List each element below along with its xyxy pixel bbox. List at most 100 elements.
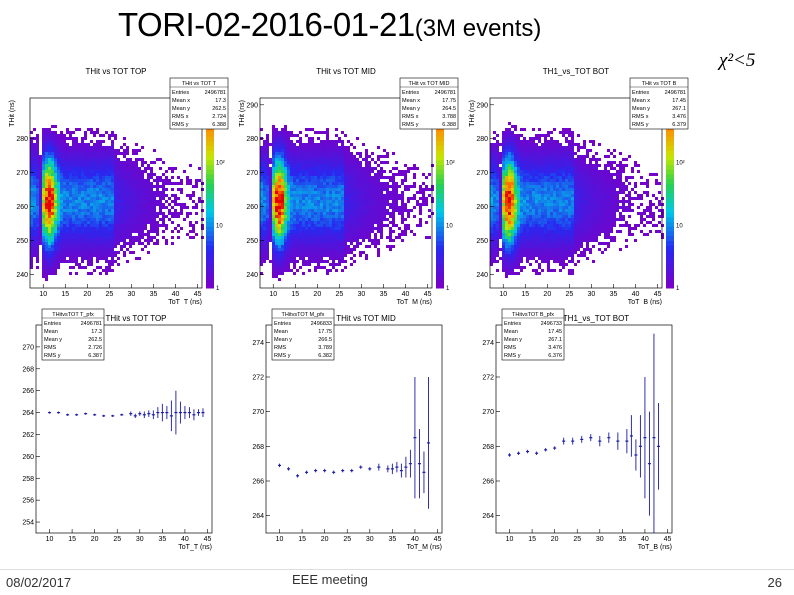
heatmap-cell (272, 248, 275, 251)
heatmap-cell (389, 191, 392, 194)
heatmap-cell (538, 221, 541, 224)
heatmap-cell (278, 248, 281, 251)
heatmap-cell (356, 188, 359, 191)
heatmap-cell (380, 185, 383, 188)
heatmap-cell (135, 191, 138, 194)
heatmap-cell (302, 191, 305, 194)
heatmap-cell (562, 242, 565, 245)
heatmap-cell (39, 215, 42, 218)
heatmap-cell (117, 158, 120, 161)
heatmap-cell (496, 236, 499, 239)
heatmap-cell (51, 200, 54, 203)
heatmap-cell (320, 191, 323, 194)
heatmap-cell (514, 137, 517, 140)
heatmap-cell (383, 176, 386, 179)
heatmap-cell (144, 227, 147, 230)
heatmap-cell (419, 209, 422, 212)
heatmap-cell (371, 188, 374, 191)
heatmap-cell (568, 143, 571, 146)
heatmap-cell (54, 242, 57, 245)
heatmap-cell (511, 149, 514, 152)
heatmap-cell (281, 170, 284, 173)
heatmap-cell (66, 194, 69, 197)
heatmap-cell (290, 251, 293, 254)
heatmap-cell (171, 176, 174, 179)
heatmap-cell (72, 221, 75, 224)
heatmap-cell (535, 209, 538, 212)
heatmap-cell (368, 218, 371, 221)
heatmap-cell (123, 233, 126, 236)
heatmap-cell (317, 221, 320, 224)
heatmap-cell (505, 173, 508, 176)
heatmap-cell (189, 179, 192, 182)
heatmap-cell (416, 200, 419, 203)
heatmap-cell (499, 188, 502, 191)
heatmap-cell (72, 203, 75, 206)
heatmap-cell (529, 155, 532, 158)
heatmap-cell (544, 257, 547, 260)
heatmap-cell (514, 146, 517, 149)
heatmap-cell (508, 260, 511, 263)
heatmap-cell (126, 209, 129, 212)
heatmap-cell (54, 158, 57, 161)
heatmap-cell (556, 176, 559, 179)
heatmap-cell (553, 248, 556, 251)
heatmap-cell (48, 227, 51, 230)
heatmap-cell (102, 179, 105, 182)
heatmap-cell (39, 206, 42, 209)
heatmap-cell (389, 170, 392, 173)
heatmap-cell (57, 194, 60, 197)
heatmap-cell (523, 170, 526, 173)
heatmap-cell (96, 143, 99, 146)
heatmap-cell (275, 161, 278, 164)
heatmap-cell (532, 230, 535, 233)
heatmap-cell (48, 236, 51, 239)
heatmap-cell (389, 221, 392, 224)
heatmap-cell (30, 140, 33, 143)
heatmap-cell (556, 167, 559, 170)
heatmap-cell (317, 227, 320, 230)
heatmap-cell (96, 260, 99, 263)
heatmap-cell (33, 143, 36, 146)
heatmap-cell (404, 185, 407, 188)
heatmap-cell (278, 188, 281, 191)
heatmap-cell (329, 221, 332, 224)
heatmap-cell (63, 179, 66, 182)
heatmap-cell (502, 263, 505, 266)
heatmap-cell (299, 248, 302, 251)
color-scale-label: 10 (446, 223, 453, 229)
chart-title: THit vs TOT MID (316, 67, 376, 76)
heatmap-cell (290, 248, 293, 251)
heatmap-cell (147, 191, 150, 194)
heatmap-cell (565, 203, 568, 206)
heatmap-cell (562, 158, 565, 161)
heatmap-cell (81, 161, 84, 164)
heatmap-cell (33, 197, 36, 200)
heatmap-cell (371, 158, 374, 161)
heatmap-cell (93, 251, 96, 254)
heatmap-cell (389, 197, 392, 200)
heatmap-cell (323, 197, 326, 200)
heatmap-cell (344, 173, 347, 176)
heatmap-cell (263, 152, 266, 155)
heatmap-cell (520, 206, 523, 209)
heatmap-cell (293, 236, 296, 239)
heatmap-cell (562, 257, 565, 260)
heatmap-cell (156, 227, 159, 230)
heatmap-cell (272, 170, 275, 173)
heatmap-cell (114, 197, 117, 200)
heatmap-cell (81, 179, 84, 182)
heatmap-cell (338, 188, 341, 191)
heatmap-cell (535, 224, 538, 227)
heatmap-cell (505, 209, 508, 212)
heatmap-cell (401, 239, 404, 242)
heatmap-cell (293, 251, 296, 254)
heatmap-cell (63, 221, 66, 224)
heatmap-cell (505, 152, 508, 155)
heatmap-cell (287, 221, 290, 224)
heatmap-cell (505, 233, 508, 236)
heatmap-cell (93, 239, 96, 242)
heatmap-cell (144, 179, 147, 182)
heatmap-cell (362, 158, 365, 161)
